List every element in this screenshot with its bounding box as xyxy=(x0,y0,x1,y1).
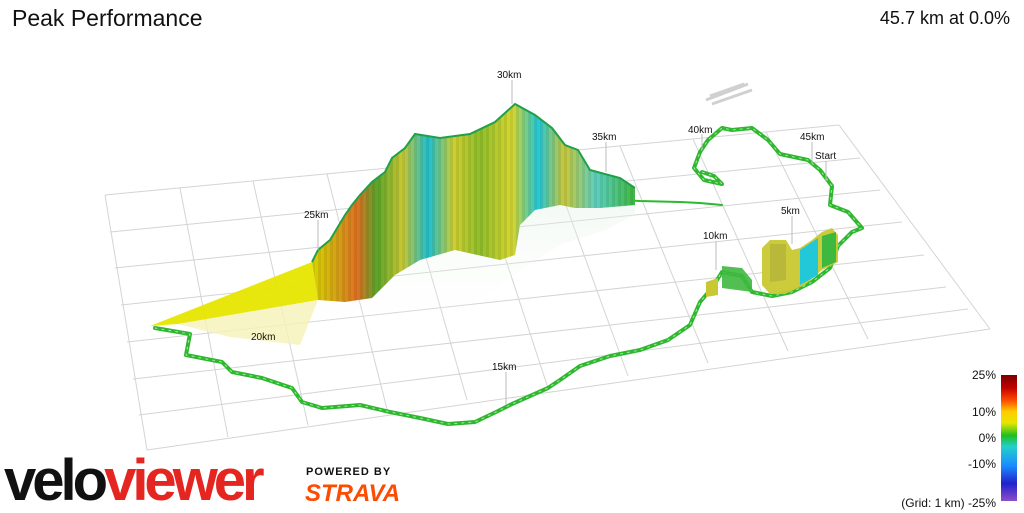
legend-label-10: 10% xyxy=(971,405,996,419)
legend-label-zero: 0% xyxy=(978,431,996,445)
descent-shade-reflection xyxy=(178,300,318,345)
page-title: Peak Performance xyxy=(12,5,203,31)
marker-45km: 45km xyxy=(800,132,824,143)
route-summary: 45.7 km at 0.0% xyxy=(879,8,1010,28)
marker-35km: 35km xyxy=(592,132,616,143)
marker-10km: 10km xyxy=(703,231,727,242)
powered-by-label: POWERED BY xyxy=(306,466,392,478)
legend-label-minus10: -10% xyxy=(967,457,996,471)
legend-label-max: 25% xyxy=(971,368,996,382)
marker-40km: 40km xyxy=(688,125,712,136)
grid-scale-note: (Grid: 1 km) -25% xyxy=(901,496,996,510)
veloviewer-logo: veloviewer xyxy=(4,448,265,513)
strava-logo: STRAVA xyxy=(305,480,401,507)
km-markers xyxy=(317,80,827,405)
marker-15km: 15km xyxy=(492,362,516,373)
climb-wall xyxy=(311,102,636,302)
marker-start: Start xyxy=(815,151,836,162)
marker-5km: 5km xyxy=(781,206,800,217)
marker-20km: 20km xyxy=(251,332,275,343)
north-arrow-icon xyxy=(705,82,753,106)
legend-label-min: -25% xyxy=(967,496,996,510)
descent-shade xyxy=(150,262,318,326)
small-climbs xyxy=(706,228,838,297)
marker-30km: 30km xyxy=(497,70,521,81)
gradient-color-scale xyxy=(1001,375,1017,501)
marker-25km: 25km xyxy=(304,210,328,221)
